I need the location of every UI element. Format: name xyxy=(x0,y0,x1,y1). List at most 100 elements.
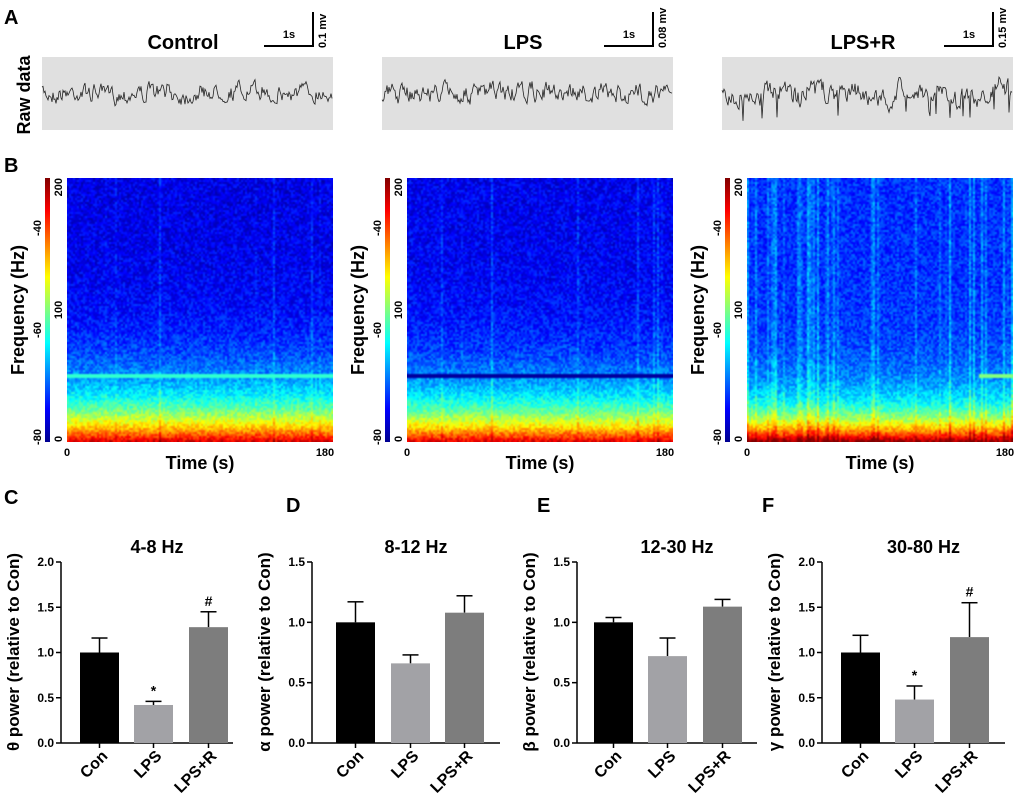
bar-lps-r xyxy=(445,612,484,743)
group-title-lps: LPS xyxy=(504,32,543,54)
spectrogram-control xyxy=(67,178,333,442)
bar-lps xyxy=(895,699,934,743)
x-tick-label: LPS xyxy=(131,748,165,782)
y-tick-label: 1.5 xyxy=(798,600,815,614)
x-tick-label: LPS+R xyxy=(933,747,982,796)
y-tick-label: 1.0 xyxy=(798,646,815,660)
time-tick: 180 xyxy=(316,447,334,459)
x-tick-label: LPS xyxy=(645,748,679,782)
y-tick-label: 0.5 xyxy=(553,676,570,690)
y-tick-label: 0.5 xyxy=(798,691,815,705)
colorbar-tick: -40 xyxy=(32,220,44,236)
time-axis-label: Time (s) xyxy=(506,453,575,473)
frequency-tick: 100 xyxy=(393,301,405,319)
raw-trace-lps xyxy=(381,78,673,107)
bar-con xyxy=(841,652,880,743)
frequency-axis-label: Frequency (Hz) xyxy=(688,245,708,375)
x-tick-label: Con xyxy=(333,748,367,782)
time-axis-label: Time (s) xyxy=(846,453,915,473)
time-tick: 180 xyxy=(656,447,674,459)
time-tick: 0 xyxy=(404,447,410,459)
y-tick-label: 1.5 xyxy=(553,555,570,569)
spectrogram-lps xyxy=(407,178,673,442)
scale-bar-time: 1s xyxy=(283,29,295,41)
y-axis-label: θ power (relative to Con) xyxy=(4,553,23,751)
colorbar-lps xyxy=(385,178,390,442)
significance-marker: * xyxy=(151,682,157,698)
y-tick-label: 0.0 xyxy=(798,736,815,750)
scale-bar-voltage: 0.15 mv xyxy=(997,7,1009,48)
bar-lps-r xyxy=(703,606,742,743)
x-tick-label: LPS xyxy=(892,748,926,782)
y-tick-label: 0.0 xyxy=(553,736,570,750)
frequency-tick: 0 xyxy=(393,436,405,442)
colorbar-lps-r xyxy=(725,178,730,442)
significance-marker: # xyxy=(205,593,213,609)
raw-data-label: Raw data xyxy=(14,55,34,135)
y-tick-label: 1.0 xyxy=(37,646,54,660)
panel-label-c: C xyxy=(4,487,18,509)
colorbar-tick: -80 xyxy=(32,429,44,445)
scale-bar-time: 1s xyxy=(963,29,975,41)
group-title-lps-r: LPS+R xyxy=(830,32,896,54)
time-tick: 0 xyxy=(744,447,750,459)
panel-label-f: F xyxy=(762,495,774,517)
chart-title: 12-30 Hz xyxy=(640,537,713,557)
significance-marker: * xyxy=(912,667,918,683)
raw-trace-control xyxy=(41,78,333,107)
y-axis-label: β power (relative to Con) xyxy=(520,552,539,751)
scale-bar-lps-r xyxy=(944,12,994,47)
frequency-axis-label: Frequency (Hz) xyxy=(8,245,28,375)
bar-con xyxy=(80,652,119,743)
scale-bar-lps xyxy=(604,12,654,47)
colorbar-tick: -60 xyxy=(372,322,384,338)
x-tick-label: LPS+R xyxy=(686,747,735,796)
y-tick-label: 0.5 xyxy=(37,691,54,705)
panel-label-d: D xyxy=(286,495,300,517)
frequency-tick: 100 xyxy=(733,301,745,319)
y-tick-label: 0.0 xyxy=(288,736,305,750)
group-title-control: Control xyxy=(147,32,218,54)
spectrogram-lps-r xyxy=(747,178,1013,442)
y-axis-label: α power (relative to Con) xyxy=(255,552,274,751)
frequency-tick: 200 xyxy=(393,178,405,196)
colorbar-tick: -80 xyxy=(712,429,724,445)
chart-title: 30-80 Hz xyxy=(887,537,960,557)
x-tick-label: LPS+R xyxy=(172,747,221,796)
colorbar-tick: -60 xyxy=(32,322,44,338)
y-tick-label: 1.0 xyxy=(288,615,305,629)
x-tick-label: Con xyxy=(838,748,872,782)
colorbar-tick: -40 xyxy=(372,220,384,236)
time-tick: 0 xyxy=(64,447,70,459)
raw-trace-background xyxy=(722,57,1013,130)
bar-lps xyxy=(648,656,687,743)
colorbar-control xyxy=(45,178,50,442)
frequency-tick: 0 xyxy=(733,436,745,442)
x-tick-label: LPS+R xyxy=(428,747,477,796)
bar-chart-d: 8-12 Hz α power (relative to Con) 0.0 0.5 1.… xyxy=(255,537,500,797)
colorbar-tick: -80 xyxy=(372,429,384,445)
bar-con xyxy=(594,622,633,743)
frequency-axis-label: Frequency (Hz) xyxy=(348,245,368,375)
y-tick-label: 2.0 xyxy=(798,555,815,569)
scale-bar-time: 1s xyxy=(623,29,635,41)
raw-trace-lps-r xyxy=(721,75,1013,121)
bar-chart-e: 12-30 Hz β power (relative to Con) 0.0 0.5 1… xyxy=(520,537,757,797)
scale-bar-voltage: 0.1 mv xyxy=(317,13,329,48)
y-tick-label: 1.5 xyxy=(37,600,54,614)
significance-marker: # xyxy=(966,584,974,600)
bar-chart-c: 4-8 Hz θ power (relative to Con) 0.0 0.5 1.0… xyxy=(4,537,233,797)
y-tick-label: 1.5 xyxy=(288,555,305,569)
chart-title: 8-12 Hz xyxy=(384,537,447,557)
frequency-tick: 200 xyxy=(53,178,65,196)
scale-bar-voltage: 0.08 mv xyxy=(657,7,669,48)
y-tick-label: 0.5 xyxy=(288,676,305,690)
x-tick-label: LPS xyxy=(388,748,422,782)
frequency-tick: 0 xyxy=(53,436,65,442)
panel-label-e: E xyxy=(537,495,550,517)
colorbar-tick: -60 xyxy=(712,322,724,338)
y-tick-label: 0.0 xyxy=(37,736,54,750)
bar-chart-f: 30-80 Hz γ power (relative to Con) 0.0 0.5 1… xyxy=(765,537,1005,797)
